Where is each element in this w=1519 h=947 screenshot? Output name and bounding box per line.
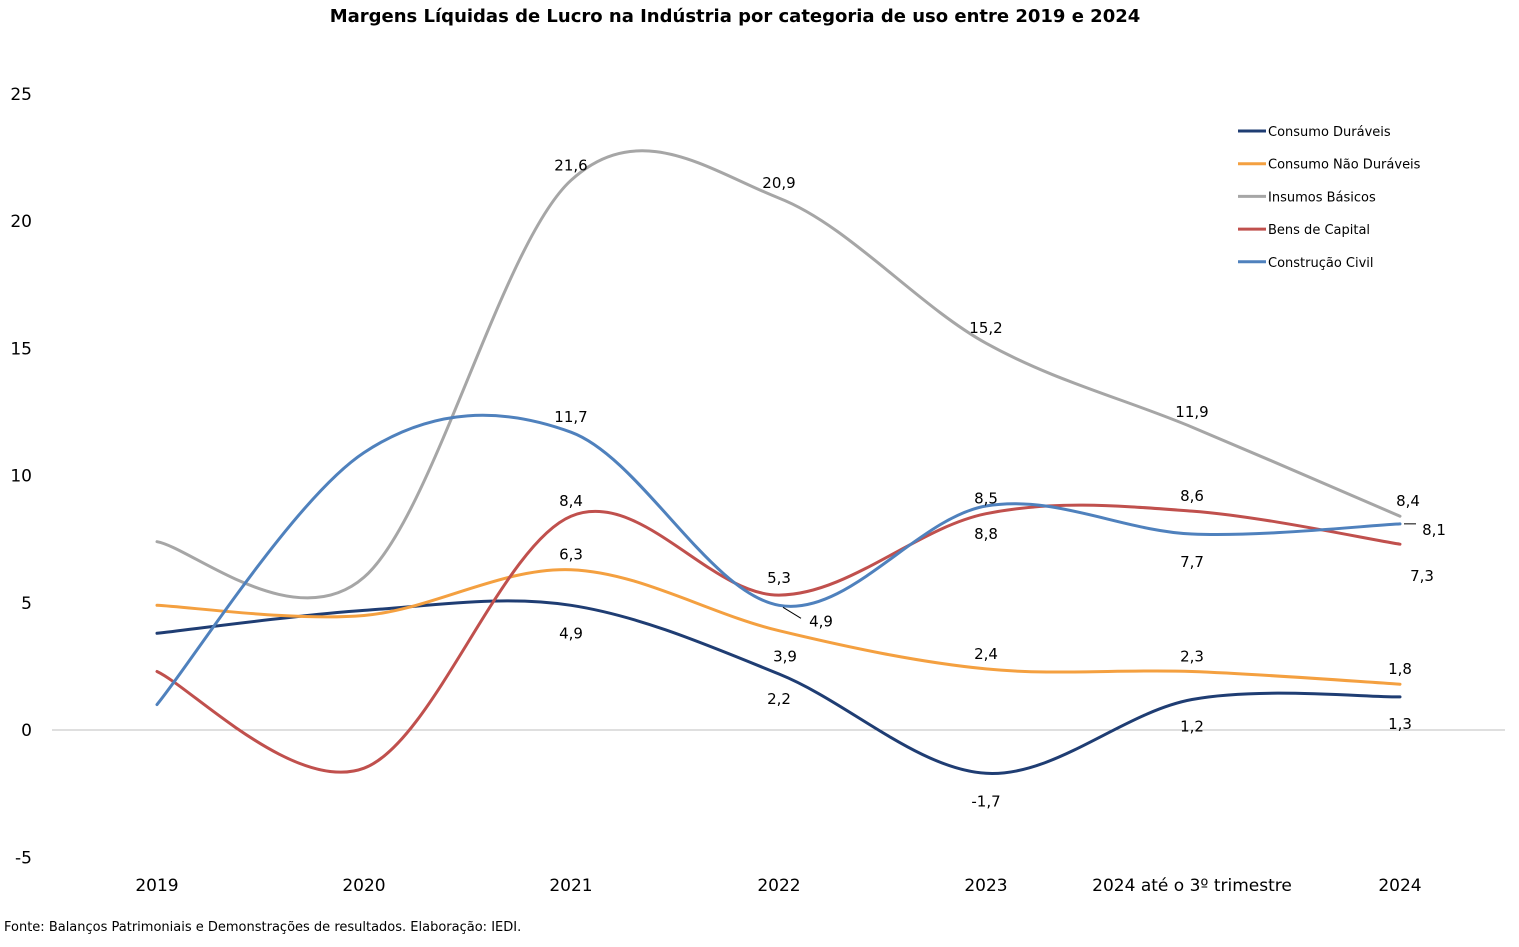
data-label: 2,4 xyxy=(974,645,998,663)
data-label: 20,9 xyxy=(762,174,795,192)
y-tick-label: -5 xyxy=(15,848,32,868)
data-labels: 4,9 2,2 -1,7 1,2 1,3 6,3 3,9 2,4 2,3 1,8 21,6 20,9 1… xyxy=(554,156,1446,810)
label-leader-line xyxy=(782,606,802,619)
data-label: 15,2 xyxy=(969,319,1002,337)
x-tick-label: 2022 xyxy=(757,876,800,896)
series-line xyxy=(155,568,1402,686)
data-label: 2,2 xyxy=(767,690,791,708)
chart-title: Margens Líquidas de Lucro na Indústria p… xyxy=(329,6,1141,27)
data-label: 1,8 xyxy=(1388,660,1412,678)
legend-entry: Construção Civil xyxy=(1268,256,1374,271)
y-tick-label: 25 xyxy=(10,85,32,105)
y-tick-label: 20 xyxy=(10,212,32,232)
data-label: 8,4 xyxy=(559,492,583,510)
data-label: 8,1 xyxy=(1422,521,1446,539)
data-label: 11,9 xyxy=(1175,403,1208,421)
data-label: 7,7 xyxy=(1180,553,1204,571)
x-tick-label: 2019 xyxy=(135,876,178,896)
x-tick-label: 2023 xyxy=(964,876,1007,896)
series-layer xyxy=(155,149,1402,775)
source-note: Fonte: Balanços Patrimoniais e Demonstra… xyxy=(4,920,522,935)
series-line xyxy=(155,149,1402,600)
data-label: -1,7 xyxy=(971,792,1000,810)
data-label: 8,6 xyxy=(1180,487,1204,505)
legend-entry: Consumo Não Duráveis xyxy=(1268,158,1421,173)
series-line xyxy=(155,503,1402,774)
x-axis: 2019 2020 2021 2022 2023 2024 até o 3º trimes… xyxy=(52,729,1505,896)
data-label: 7,3 xyxy=(1410,567,1434,585)
legend-entry: Consumo Duráveis xyxy=(1268,125,1391,140)
x-tick-label: 2020 xyxy=(342,876,385,896)
data-label: 11,7 xyxy=(554,408,587,426)
data-label: 1,3 xyxy=(1388,715,1412,733)
x-tick-label: 2024 xyxy=(1378,876,1421,896)
y-tick-label: 5 xyxy=(21,594,32,614)
series-line xyxy=(155,413,1402,707)
legend: Consumo Duráveis Consumo Não Duráveis Insu… xyxy=(1238,125,1421,271)
x-tick-label: 2024 até o 3º trimestre xyxy=(1092,876,1292,896)
y-tick-label: 10 xyxy=(10,467,32,487)
y-tick-label: 15 xyxy=(10,339,32,359)
data-label: 8,5 xyxy=(974,490,998,508)
y-tick-label: 0 xyxy=(21,721,32,741)
legend-entry: Insumos Básicos xyxy=(1268,190,1376,205)
data-label: 2,3 xyxy=(1180,647,1204,665)
data-label: 8,4 xyxy=(1396,492,1420,510)
legend-entry: Bens de Capital xyxy=(1268,223,1370,238)
data-label: 1,2 xyxy=(1180,717,1204,735)
data-label: 4,9 xyxy=(809,612,833,630)
series-line xyxy=(155,599,1402,775)
data-label: 5,3 xyxy=(767,569,791,587)
data-label: 8,8 xyxy=(974,525,998,543)
data-label: 6,3 xyxy=(559,546,583,564)
data-label: 21,6 xyxy=(554,156,587,174)
data-label: 3,9 xyxy=(773,648,797,666)
data-label: 4,9 xyxy=(559,624,583,642)
y-axis: -5 0 5 10 15 20 25 xyxy=(10,85,32,869)
x-tick-label: 2021 xyxy=(549,876,592,896)
